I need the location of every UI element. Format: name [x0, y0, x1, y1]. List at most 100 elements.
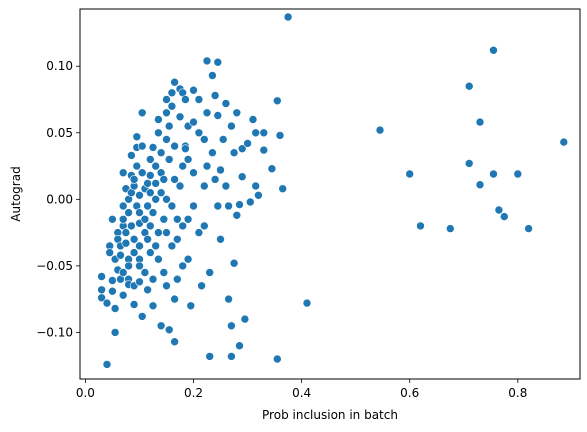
data-point	[154, 255, 162, 263]
data-point	[136, 209, 144, 217]
data-point	[179, 162, 187, 170]
data-point	[476, 118, 484, 126]
data-point	[233, 211, 241, 219]
data-point	[203, 162, 211, 170]
data-point	[376, 126, 384, 134]
data-point	[490, 46, 498, 54]
data-point	[171, 338, 179, 346]
data-point	[200, 222, 208, 230]
data-point	[230, 259, 238, 267]
data-point	[136, 242, 144, 250]
data-point	[198, 282, 206, 290]
data-point	[406, 170, 414, 178]
data-point	[122, 229, 130, 237]
data-point	[168, 242, 176, 250]
data-point	[514, 170, 522, 178]
data-point	[125, 262, 133, 270]
data-point	[217, 235, 225, 243]
data-point	[476, 181, 484, 189]
data-point	[260, 129, 268, 137]
x-tick-label: 0.2	[184, 386, 203, 400]
data-point	[108, 215, 116, 223]
data-point	[214, 112, 222, 120]
data-point	[130, 301, 138, 309]
data-point	[146, 155, 154, 163]
data-point	[98, 273, 106, 281]
data-point	[225, 295, 233, 303]
data-point	[154, 229, 162, 237]
data-point	[138, 109, 146, 117]
data-point	[168, 202, 176, 210]
data-point	[417, 222, 425, 230]
data-point	[160, 215, 168, 223]
data-point	[152, 242, 160, 250]
data-point	[160, 269, 168, 277]
data-point	[103, 299, 111, 307]
data-point	[138, 312, 146, 320]
data-point	[152, 162, 160, 170]
data-point	[268, 165, 276, 173]
data-point	[144, 179, 152, 187]
plot-area	[80, 9, 580, 379]
data-point	[154, 129, 162, 137]
data-point	[146, 249, 154, 257]
data-point	[187, 302, 195, 310]
data-point	[144, 235, 152, 243]
data-point	[465, 82, 473, 90]
data-point	[152, 179, 160, 187]
data-point	[303, 299, 311, 307]
data-point	[249, 116, 257, 124]
data-point	[136, 191, 144, 199]
data-point	[173, 235, 181, 243]
data-point	[227, 352, 235, 360]
data-point	[146, 171, 154, 179]
data-point	[227, 322, 235, 330]
data-point	[165, 155, 173, 163]
data-point	[279, 185, 287, 193]
data-point	[149, 302, 157, 310]
data-point	[98, 286, 106, 294]
data-point	[119, 215, 127, 223]
y-tick-label: −0.10	[36, 325, 73, 339]
data-point	[157, 189, 165, 197]
data-point	[273, 97, 281, 105]
data-point	[214, 58, 222, 66]
data-point	[141, 269, 149, 277]
data-point	[200, 182, 208, 190]
data-point	[525, 225, 533, 233]
data-point	[214, 202, 222, 210]
data-point	[117, 251, 125, 259]
data-point	[163, 229, 171, 237]
y-tick-label: −0.05	[36, 259, 73, 273]
data-point	[144, 202, 152, 210]
data-point	[495, 206, 503, 214]
data-point	[227, 122, 235, 130]
data-point	[138, 142, 146, 150]
x-tick-label: 0.0	[76, 386, 95, 400]
data-point	[136, 278, 144, 286]
data-point	[108, 277, 116, 285]
data-point	[157, 322, 165, 330]
data-point	[500, 213, 508, 221]
data-point	[146, 222, 154, 230]
x-tick-label: 0.6	[400, 386, 419, 400]
y-tick-label: 0.10	[46, 59, 73, 73]
data-point	[165, 122, 173, 130]
data-point	[149, 275, 157, 283]
data-point	[284, 13, 292, 21]
data-point	[173, 275, 181, 283]
y-tick-label: 0.00	[46, 192, 73, 206]
data-point	[168, 102, 176, 110]
data-point	[225, 202, 233, 210]
data-point	[168, 89, 176, 97]
data-point	[127, 151, 135, 159]
data-point	[465, 159, 473, 167]
data-point	[111, 305, 119, 313]
data-point	[106, 249, 114, 257]
data-point	[273, 355, 281, 363]
data-point	[190, 86, 198, 94]
x-tick-label: 0.8	[508, 386, 527, 400]
data-point	[125, 209, 133, 217]
x-tick-label: 0.4	[292, 386, 311, 400]
data-point	[138, 169, 146, 177]
